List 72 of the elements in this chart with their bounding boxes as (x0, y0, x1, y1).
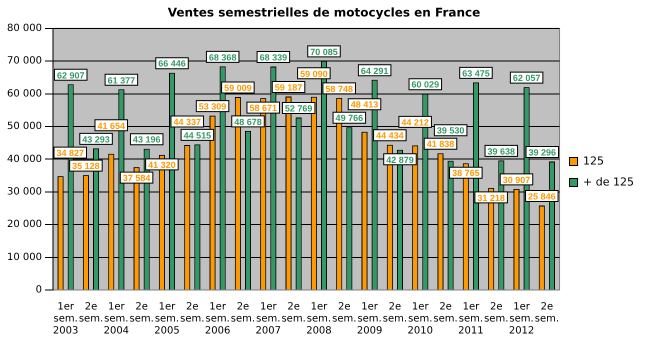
data-label: 44 515 (184, 130, 212, 140)
data-label: 44 434 (376, 130, 404, 141)
y-tick-label: 10 000 (6, 252, 42, 263)
y-tick-label: 20 000 (6, 219, 42, 230)
x-tick-label: 2e sem. (281, 302, 306, 325)
data-label: 63 475 (462, 68, 490, 78)
x-tick-label: 1er sem. 2008 (306, 302, 332, 337)
x-tick-label: 1er sem. 2011 (458, 302, 484, 337)
x-tick-label: 2e sem. (129, 302, 154, 325)
x-tick-label: 1er sem. 2010 (408, 302, 433, 337)
data-label: 48 413 (350, 100, 378, 110)
data-label: 59 009 (224, 83, 252, 94)
data-label: 43 196 (132, 134, 160, 145)
x-tick-label: 1er sem. 2009 (356, 302, 382, 337)
data-label: 61 377 (108, 75, 136, 86)
legend-label: + de 125 (583, 175, 634, 188)
data-label: 43 293 (82, 134, 110, 144)
data-label: 70 085 (310, 46, 338, 57)
data-label: 58 748 (325, 84, 353, 94)
data-label: 60 029 (412, 80, 440, 90)
data-label: 41 654 (97, 120, 126, 131)
data-label: 39 638 (488, 146, 516, 156)
x-tick-label: 2e sem. (230, 302, 256, 325)
x-tick-label: 2e sem. (180, 302, 204, 325)
data-label: 49 766 (336, 113, 364, 124)
y-tick-label: 0 (36, 284, 42, 296)
y-tick-label: 30 000 (6, 186, 42, 198)
y-tick-label: 50 000 (6, 121, 42, 132)
x-tick-label: 2e sem. (382, 302, 408, 325)
data-label: 44 337 (173, 117, 201, 127)
chart-title: Ventes semestrielles de motocycles en France (168, 5, 480, 20)
y-tick-label: 40 000 (6, 154, 42, 165)
x-tick-label: 2e sem. (484, 302, 508, 325)
y-tick-label: 80 000 (6, 22, 42, 34)
data-label: 39 530 (436, 126, 464, 136)
data-label: 25 846 (528, 191, 556, 202)
data-label: 68 339 (260, 52, 288, 63)
data-label: 68 368 (208, 52, 236, 62)
x-tick-label: 1er sem. 2005 (154, 302, 180, 337)
data-label: 64 291 (360, 66, 388, 76)
data-label: 38 765 (452, 168, 480, 178)
data-label: 42 879 (386, 154, 414, 165)
data-label: 52 769 (284, 103, 312, 114)
x-tick-label: 1er sem. 2003 (52, 302, 78, 337)
data-label: 39 296 (528, 147, 556, 158)
data-label: 58 671 (249, 103, 277, 114)
x-tick-label: 1er sem. 2012 (508, 302, 534, 337)
data-label: 53 309 (198, 102, 226, 112)
data-label: 62 057 (512, 73, 540, 84)
x-tick-label: 2e sem. (534, 302, 560, 325)
x-tick-label: 2e sem. (332, 302, 356, 325)
y-tick-label: 70 000 (6, 56, 42, 67)
data-label: 59 187 (274, 82, 302, 92)
data-label: 41 838 (426, 139, 454, 150)
x-tick-label: 1er sem. 2004 (104, 302, 130, 337)
data-label: 34 827 (56, 148, 84, 158)
data-label: 35 128 (72, 161, 100, 172)
legend-label: 125 (583, 154, 604, 168)
data-label: 31 218 (477, 192, 505, 203)
y-tick-label: 60 000 (6, 88, 42, 100)
data-label: 48 678 (234, 116, 262, 127)
x-tick-label: 1er sem. 2007 (256, 302, 281, 337)
data-label: 59 090 (300, 68, 328, 79)
data-label: 37 584 (122, 173, 150, 184)
data-label: 44 212 (401, 117, 429, 128)
data-label: 66 446 (158, 58, 186, 69)
x-tick-label: 2e sem. (78, 302, 104, 325)
data-label: 62 907 (56, 70, 84, 80)
data-label: 30 907 (502, 174, 530, 185)
x-tick-label: 2e sem. (433, 302, 458, 325)
x-tick-label: 1er sem. 2006 (204, 302, 230, 337)
data-label: 41 320 (148, 160, 176, 170)
